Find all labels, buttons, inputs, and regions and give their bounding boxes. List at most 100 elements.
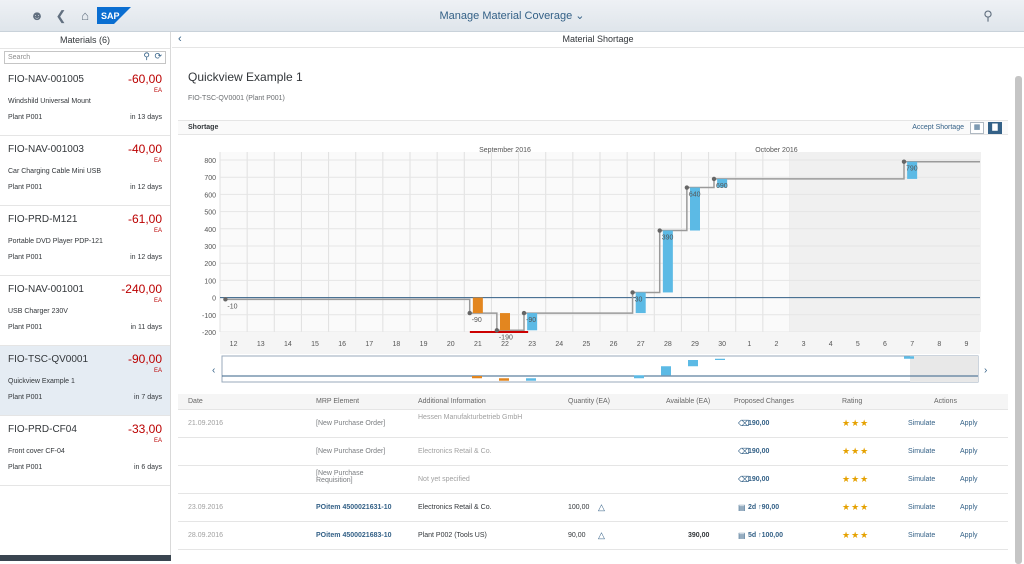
- x-tick-label: 9: [964, 341, 968, 348]
- proposed-change[interactable]: 190,00: [748, 448, 770, 455]
- additional-info: Plant P002 (Tools US): [418, 532, 487, 539]
- page-title: Quickview Example 1: [188, 70, 303, 84]
- month-label: October 2016: [755, 147, 798, 154]
- shortage-unit: EA: [153, 368, 162, 374]
- simulate-link[interactable]: Simulate: [908, 504, 936, 511]
- material-id: FIO-NAV-001003: [8, 144, 84, 155]
- apply-link[interactable]: Apply: [960, 476, 978, 483]
- mrp-element[interactable]: POitem 4500021683-10: [316, 532, 392, 539]
- detail-page: ‹ Material Shortage Quickview Example 1 …: [172, 32, 1024, 564]
- search-icon[interactable]: ⚲: [143, 51, 150, 61]
- nav-back-icon[interactable]: ‹: [178, 33, 182, 45]
- warning-triangle-icon[interactable]: △: [598, 502, 605, 512]
- mrp-element[interactable]: POitem 4500021631-10: [316, 504, 392, 511]
- navigator-bar: [715, 358, 725, 360]
- chevron-down-icon[interactable]: ⌄: [575, 10, 585, 22]
- material-plant: Plant P001: [8, 464, 43, 471]
- simulate-link[interactable]: Simulate: [908, 532, 936, 539]
- material-id: FIO-NAV-001001: [8, 284, 84, 295]
- home-icon[interactable]: ⌂: [81, 8, 89, 23]
- x-tick-label: 24: [555, 341, 563, 348]
- shortage-amount: -90,00: [127, 352, 162, 366]
- shortage-unit: EA: [153, 158, 162, 164]
- material-description: Quickview Example 1: [8, 378, 75, 385]
- proposed-change[interactable]: 5d ↑100,00: [748, 532, 784, 539]
- navigator-out-of-range: [910, 356, 978, 382]
- y-tick-label: 800: [204, 158, 216, 165]
- x-tick-label: 20: [447, 341, 455, 348]
- navigator-left-icon[interactable]: ‹: [212, 365, 215, 376]
- x-tick-label: 17: [365, 341, 373, 348]
- x-tick-label: 27: [637, 341, 645, 348]
- list-item[interactable]: FIO-NAV-001005 -60,00 EA Windshild Universa…: [0, 66, 170, 136]
- navigator-bar: [904, 356, 914, 359]
- chart-view-icon[interactable]: ▇: [988, 122, 1002, 134]
- quantity: 90,00: [568, 532, 586, 539]
- x-tick-label: 12: [230, 341, 238, 348]
- user-icon[interactable]: ☻: [30, 8, 44, 23]
- simulate-link[interactable]: Simulate: [908, 448, 936, 455]
- chart-bar: [662, 230, 673, 293]
- chart-bar: [500, 313, 510, 331]
- material-plant: Plant P001: [8, 394, 43, 401]
- column-header: Additional Information: [418, 398, 486, 405]
- material-id: FIO-PRD-M121: [8, 214, 78, 225]
- mrp-element: [New Purchase Order]: [316, 420, 386, 427]
- available: 390,00: [688, 532, 710, 539]
- proposed-change[interactable]: 2d ↑90,00: [748, 504, 780, 511]
- shortage-unit: EA: [153, 438, 162, 444]
- chart-bar: [472, 297, 483, 314]
- table-header: Date MRP Element Additional Information Qua…: [178, 394, 1008, 410]
- table-view-icon[interactable]: ▦: [970, 122, 984, 134]
- y-tick-label: 200: [204, 261, 216, 268]
- simulate-link[interactable]: Simulate: [908, 476, 936, 483]
- app-title-text[interactable]: Manage Material Coverage: [439, 10, 573, 22]
- y-tick-label: 400: [204, 227, 216, 234]
- proposed-change[interactable]: 190,00: [748, 476, 770, 483]
- back-icon[interactable]: ❮: [55, 8, 67, 23]
- rating-stars: ★★★: [842, 502, 870, 512]
- shortage-toolbar: Shortage Accept Shortage ▦ ▇: [178, 120, 1008, 135]
- quantity: 100,00: [568, 504, 590, 511]
- list-item[interactable]: FIO-PRD-CF04 -33,00 EA Front cover CF-04 Pla…: [0, 416, 170, 486]
- apply-link[interactable]: Apply: [960, 420, 978, 427]
- proposed-change[interactable]: 190,00: [748, 420, 770, 427]
- chart-bar: [717, 178, 728, 188]
- app-title[interactable]: Manage Material Coverage ⌄: [0, 9, 1024, 22]
- y-tick-label: 700: [204, 175, 216, 182]
- search-input[interactable]: Search ⚲ ⟳: [4, 51, 166, 64]
- column-header: Date: [188, 398, 203, 405]
- list-item[interactable]: FIO-NAV-001001 -240,00 EA USB Charger 230V P…: [0, 276, 170, 346]
- x-tick-label: 1: [747, 341, 751, 348]
- apply-link[interactable]: Apply: [960, 504, 978, 511]
- x-axis-band: [220, 332, 980, 354]
- list-item[interactable]: FIO-NAV-001003 -40,00 EA Car Charging Cable…: [0, 136, 170, 206]
- list-item[interactable]: FIO-PRD-M121 -61,00 EA Portable DVD Player …: [0, 206, 170, 276]
- chart-bar: [907, 161, 918, 179]
- shortage-days: in 6 days: [133, 464, 162, 471]
- data-label: 390: [662, 235, 674, 242]
- column-header: MRP Element: [316, 398, 360, 405]
- simulate-link[interactable]: Simulate: [908, 420, 936, 427]
- table-row: 21.09.2016 [New Purchase Order] Hessen Man…: [178, 410, 1008, 438]
- data-label: 690: [716, 183, 728, 190]
- material-description: Windshild Universal Mount: [8, 98, 91, 105]
- additional-info: Electronics Retail & Co.: [418, 504, 492, 511]
- refresh-icon[interactable]: ⟳: [154, 51, 162, 61]
- accept-shortage-link[interactable]: Accept Shortage: [912, 124, 964, 131]
- shortage-unit: EA: [153, 88, 162, 94]
- apply-link[interactable]: Apply: [960, 448, 978, 455]
- x-tick-label: 28: [664, 341, 672, 348]
- search-icon[interactable]: ⚲: [983, 8, 993, 23]
- warning-triangle-icon[interactable]: △: [598, 530, 605, 540]
- cart-icon: ⌫: [738, 447, 750, 456]
- navigator-bar: [661, 366, 671, 376]
- chart-bar: [527, 313, 538, 331]
- list-item[interactable]: FIO-TSC-QV0001 -90,00 EA Quickview Example …: [0, 346, 170, 416]
- mrp-element: [New Purchase Order]: [316, 448, 386, 455]
- navigator-bar: [634, 375, 644, 379]
- apply-link[interactable]: Apply: [960, 532, 978, 539]
- rating-stars: ★★★: [842, 418, 870, 428]
- navigator-right-icon[interactable]: ›: [984, 365, 987, 376]
- page-scrollbar[interactable]: [1015, 76, 1022, 564]
